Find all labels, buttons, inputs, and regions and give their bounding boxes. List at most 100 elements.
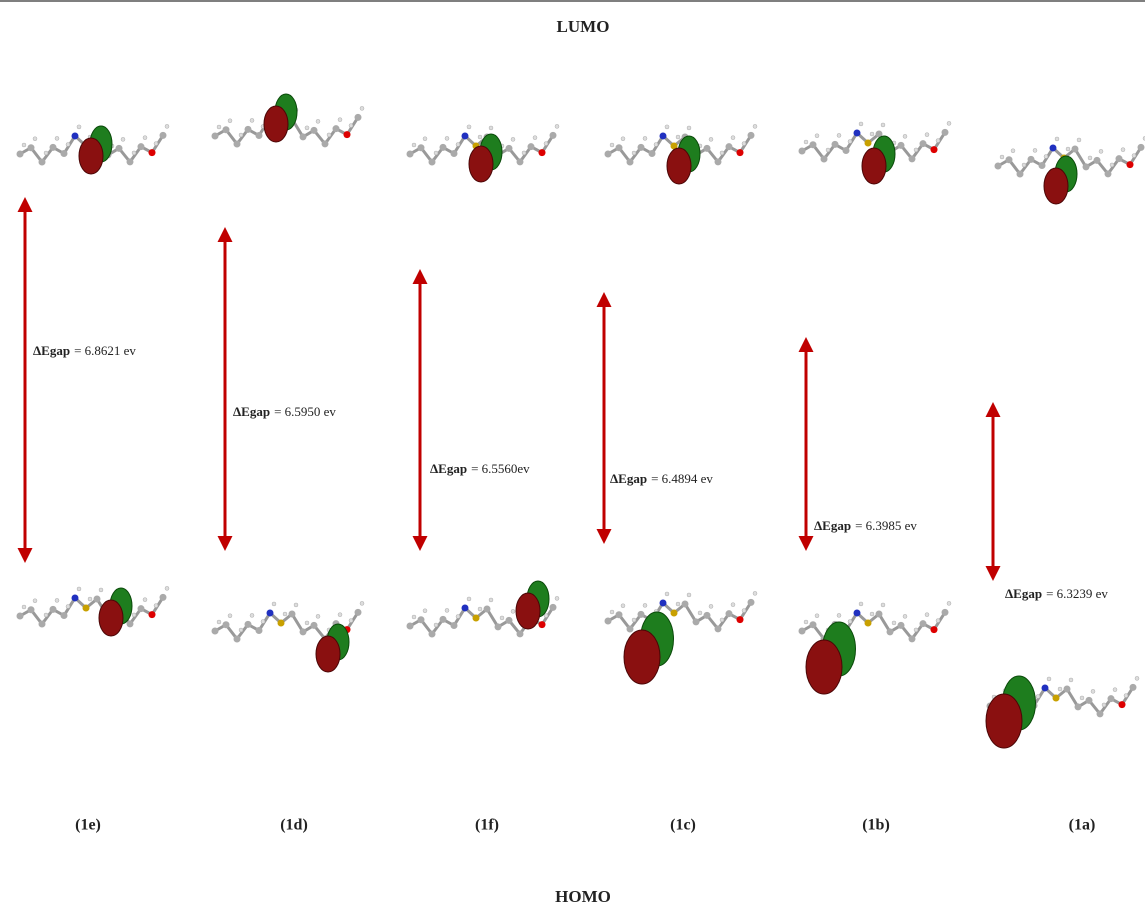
atom — [49, 143, 57, 151]
hydrogen — [609, 142, 615, 148]
atom — [538, 149, 546, 157]
gap-label: ΔEgap — [610, 471, 647, 486]
atom — [332, 125, 340, 133]
atom — [244, 620, 252, 628]
molecule — [994, 136, 1145, 205]
orbital-red — [985, 693, 1023, 749]
atom — [126, 620, 134, 628]
hydrogen — [902, 614, 908, 619]
atom — [994, 162, 1002, 170]
hydrogen — [741, 608, 747, 613]
orbital-red — [805, 639, 843, 695]
atom — [49, 605, 57, 613]
gap-text: ΔEgap = 6.5560ev — [430, 461, 530, 476]
hydrogen — [227, 118, 233, 123]
atom — [703, 144, 711, 152]
hydrogen — [902, 134, 908, 139]
molecule — [798, 121, 952, 185]
hydrogen — [814, 613, 820, 618]
hydrogen — [65, 604, 71, 609]
atom — [538, 621, 546, 629]
atom — [908, 155, 916, 163]
atom — [428, 630, 436, 638]
gap-value: = 6.5950 ev — [274, 404, 336, 419]
hydrogen — [730, 135, 736, 140]
hydrogen — [120, 137, 126, 142]
gap-text: ΔEgap = 6.3239 ev — [1005, 586, 1108, 601]
atom — [875, 130, 883, 138]
hydrogen — [76, 124, 82, 130]
atom — [930, 626, 938, 634]
atom — [1104, 170, 1112, 178]
atom — [1093, 156, 1101, 164]
atom — [747, 598, 755, 606]
hydrogen — [1068, 677, 1074, 683]
atom — [288, 610, 296, 618]
hydrogen — [697, 610, 703, 616]
atom — [516, 158, 524, 166]
gap-text: ΔEgap = 6.4894 ev — [610, 471, 713, 486]
orbital-red — [623, 629, 661, 685]
atom — [255, 627, 263, 635]
hydrogen — [153, 603, 159, 608]
hydrogen — [653, 142, 659, 147]
hydrogen — [304, 125, 310, 131]
atom — [115, 144, 123, 152]
hydrogen — [477, 606, 483, 612]
hydrogen — [664, 124, 670, 130]
hydrogen — [631, 150, 637, 156]
atom — [417, 616, 425, 624]
hydrogen — [326, 132, 332, 138]
hydrogen — [946, 601, 952, 606]
atom — [1074, 703, 1082, 711]
hydrogen — [543, 141, 549, 146]
hydrogen — [98, 587, 104, 593]
atom — [450, 622, 458, 630]
atom — [211, 132, 219, 140]
hydrogen — [521, 150, 527, 156]
gap-text: ΔEgap = 6.3985 ev — [814, 518, 917, 533]
gap-label: ΔEgap — [233, 404, 270, 419]
hydrogen — [1112, 687, 1118, 692]
hydrogen — [869, 611, 875, 617]
hydrogen — [510, 137, 516, 142]
hydrogen — [21, 142, 27, 148]
atom — [27, 606, 35, 614]
hydrogen — [935, 618, 941, 623]
atom — [148, 149, 156, 157]
compound-label: (1b) — [862, 817, 890, 834]
atom — [637, 610, 645, 618]
hydrogen — [924, 612, 930, 617]
atom — [798, 147, 806, 155]
hydrogen — [1098, 149, 1104, 154]
hydrogen — [686, 592, 692, 598]
atom — [714, 625, 722, 633]
gap-text: ΔEgap = 6.8621 ev — [33, 343, 136, 358]
hydrogen — [1134, 676, 1140, 681]
atom — [941, 128, 949, 136]
hydrogen — [499, 615, 505, 621]
atom — [82, 604, 90, 612]
hydrogen — [510, 609, 516, 614]
hydrogen — [1032, 148, 1038, 153]
atom — [853, 609, 861, 617]
hydrogen — [730, 602, 736, 607]
atom — [670, 142, 678, 150]
atom — [321, 140, 329, 148]
atom — [354, 608, 362, 616]
atom — [842, 147, 850, 155]
hydrogen — [719, 150, 725, 156]
hydrogen — [32, 598, 38, 603]
atom — [930, 146, 938, 154]
hydrogen — [315, 614, 321, 619]
hydrogen — [21, 604, 27, 610]
hydrogen — [1054, 136, 1060, 142]
hydrogen — [1087, 155, 1093, 161]
gap-value: = 6.5560ev — [471, 461, 530, 476]
hydrogen — [631, 617, 637, 623]
atom — [354, 113, 362, 121]
compound-label: (1d) — [280, 817, 308, 834]
hydrogen — [836, 133, 842, 138]
hydrogen — [260, 619, 266, 624]
hydrogen — [238, 627, 244, 633]
